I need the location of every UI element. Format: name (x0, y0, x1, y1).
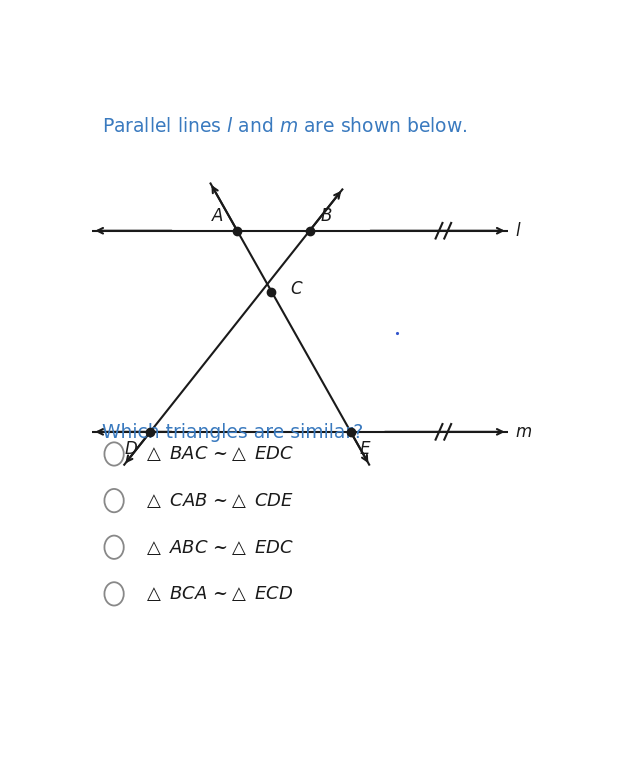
Text: $B$: $B$ (320, 207, 333, 225)
Text: $\triangle$ $ABC$ ~$\triangle$ $EDC$: $\triangle$ $ABC$ ~$\triangle$ $EDC$ (143, 537, 294, 556)
Text: $\triangle$ $BAC$ ~$\triangle$ $EDC$: $\triangle$ $BAC$ ~$\triangle$ $EDC$ (143, 444, 294, 463)
Text: $\triangle$ $CAB$ ~$\triangle$ $CDE$: $\triangle$ $CAB$ ~$\triangle$ $CDE$ (143, 491, 294, 510)
Text: $A$: $A$ (211, 207, 224, 225)
Text: Parallel lines $\it{l}$ and $\it{m}$ are shown below.: Parallel lines $\it{l}$ and $\it{m}$ are… (102, 117, 468, 136)
Text: $\it{l}$: $\it{l}$ (515, 222, 521, 240)
Text: $D$: $D$ (124, 441, 138, 458)
Text: $E$: $E$ (359, 441, 371, 458)
Text: $\triangle$ $BCA$ ~$\triangle$ $ECD$: $\triangle$ $BCA$ ~$\triangle$ $ECD$ (143, 584, 293, 603)
Text: $\it{m}$: $\it{m}$ (515, 423, 532, 441)
Text: Which triangles are similar?: Which triangles are similar? (102, 423, 363, 442)
Text: $C$: $C$ (290, 280, 304, 298)
